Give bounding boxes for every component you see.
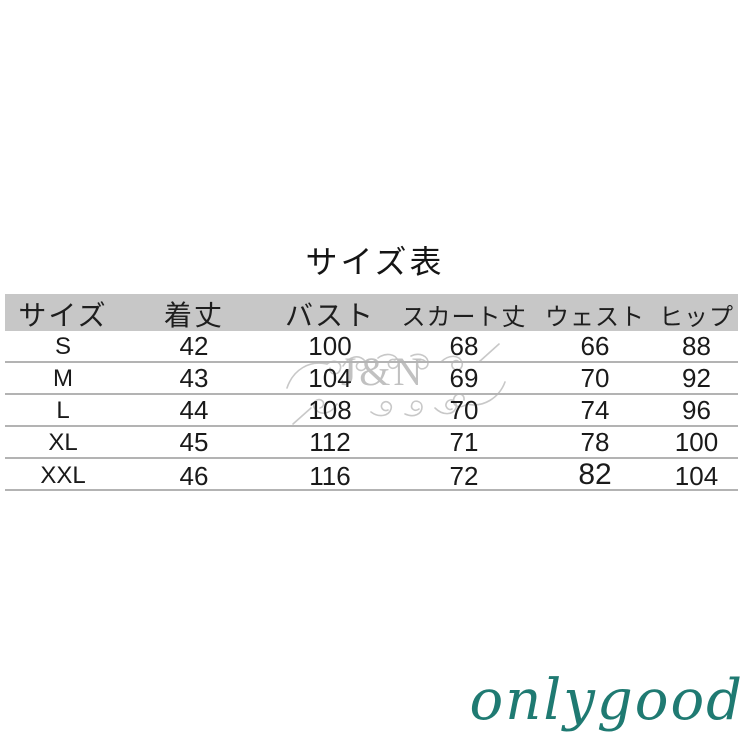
cell-hip: 88 bbox=[682, 331, 711, 361]
col-header-skirt-length: スカート丈 bbox=[401, 304, 527, 331]
cell-waist: 74 bbox=[580, 395, 610, 425]
col-header-hip: ヒップ bbox=[659, 304, 734, 331]
cell-length: 44 bbox=[179, 395, 209, 425]
table-row-s: S 42 100 68 66 88 bbox=[5, 331, 738, 363]
cell-skirt: 69 bbox=[449, 363, 479, 393]
cell-waist: 70 bbox=[580, 363, 610, 393]
cell-skirt: 71 bbox=[449, 427, 479, 457]
cell-bust: 104 bbox=[308, 363, 352, 393]
cell-size: XXL bbox=[40, 462, 86, 489]
cell-size: M bbox=[53, 364, 73, 392]
size-table-header: サイズ 着丈 バスト スカート丈 ウェスト ヒップ bbox=[5, 294, 738, 332]
cell-bust: 108 bbox=[308, 395, 352, 425]
watermark-text: J&N bbox=[340, 349, 426, 394]
cell-skirt: 68 bbox=[449, 331, 479, 361]
cell-bust: 116 bbox=[309, 460, 351, 491]
cell-waist: 78 bbox=[580, 427, 610, 457]
brand-signature: onlygood bbox=[469, 668, 744, 733]
cell-size: S bbox=[54, 332, 71, 360]
cell-bust: 112 bbox=[309, 427, 351, 457]
flourish-ornament-icon bbox=[286, 343, 506, 425]
page-title: サイズ表 bbox=[305, 244, 445, 280]
table-row-m: M 43 104 69 70 92 bbox=[5, 363, 738, 395]
cell-waist: 66 bbox=[580, 331, 610, 361]
table-row-xl: XL 45 112 71 78 100 bbox=[5, 427, 738, 459]
cell-length: 45 bbox=[179, 427, 209, 457]
table-row-xxl: XXL 46 116 72 82 104 bbox=[5, 458, 738, 491]
cell-skirt: 72 bbox=[449, 460, 479, 491]
cell-bust: 100 bbox=[308, 331, 352, 361]
cell-hip: 104 bbox=[674, 460, 719, 491]
cell-size: XL bbox=[48, 428, 78, 456]
col-header-size: サイズ bbox=[18, 301, 108, 332]
col-header-waist: ウェスト bbox=[545, 304, 645, 331]
cell-waist: 82 bbox=[578, 458, 612, 491]
table-row-l: L 44 108 70 74 96 bbox=[5, 395, 738, 427]
col-header-bust: バスト bbox=[284, 301, 375, 332]
cell-hip: 100 bbox=[674, 427, 719, 457]
cell-length: 42 bbox=[179, 331, 209, 361]
size-table: サイズ 着丈 バスト スカート丈 ウェスト ヒップ S 42 100 68 66… bbox=[5, 294, 738, 491]
cell-skirt: 70 bbox=[449, 395, 479, 425]
cell-length: 43 bbox=[179, 363, 209, 393]
col-header-length: 着丈 bbox=[163, 301, 224, 332]
jn-watermark: J&N bbox=[283, 336, 509, 431]
cell-length: 46 bbox=[179, 460, 209, 491]
cell-size: L bbox=[56, 396, 70, 424]
cell-hip: 92 bbox=[682, 363, 711, 393]
cell-hip: 96 bbox=[682, 395, 711, 425]
